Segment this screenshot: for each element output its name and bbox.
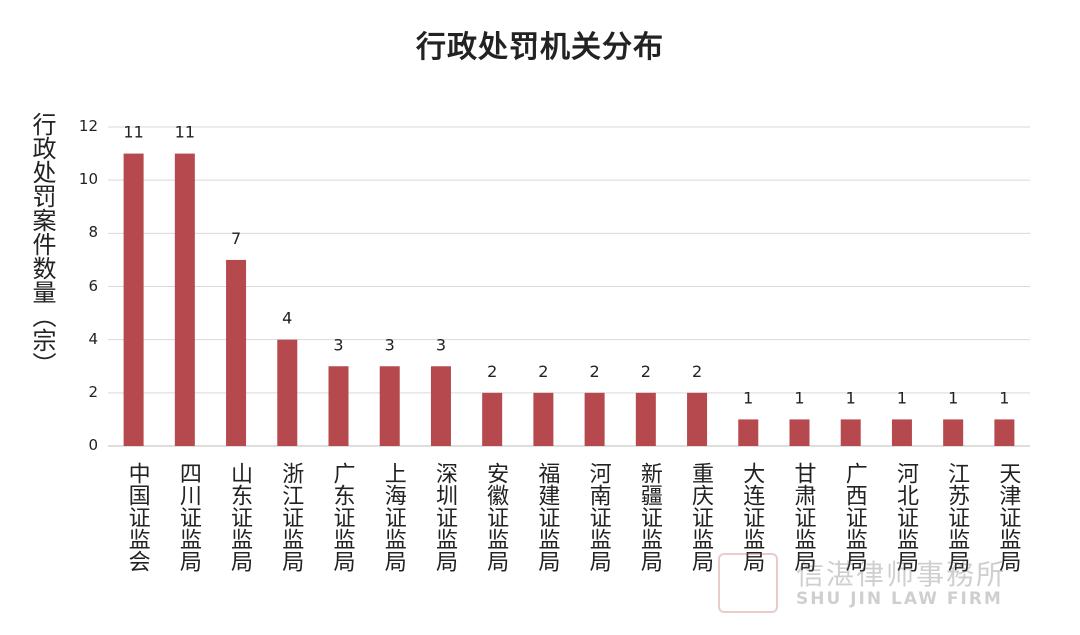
watermark-seal-icon xyxy=(718,553,778,613)
x-tick-label: 山东证监局 xyxy=(227,462,253,572)
data-label: 3 xyxy=(333,335,343,354)
x-tick-label: 浙江证监局 xyxy=(278,462,304,572)
x-tick-label: 广东证监局 xyxy=(329,462,355,572)
data-label: 1 xyxy=(897,388,907,407)
x-tick-label: 河南证监局 xyxy=(585,462,611,572)
bar xyxy=(123,153,144,447)
data-label: 11 xyxy=(175,123,195,142)
x-tick-label: 中国证监会 xyxy=(124,462,150,572)
bar xyxy=(174,153,195,447)
bar xyxy=(379,366,400,446)
data-label: 1 xyxy=(743,388,753,407)
bar xyxy=(226,259,247,446)
data-label: 2 xyxy=(692,362,702,381)
y-tick-label: 12 xyxy=(78,117,98,135)
bar xyxy=(635,392,656,446)
bar xyxy=(943,419,964,446)
data-label: 1 xyxy=(846,388,856,407)
bar xyxy=(430,366,451,446)
y-tick-label: 8 xyxy=(88,223,98,242)
x-tick-label: 广西证监局 xyxy=(841,462,867,572)
y-axis-label: 行政处罚案件数量（宗） xyxy=(28,112,56,376)
y-tick-label: 2 xyxy=(88,382,98,401)
y-tick-label: 0 xyxy=(88,436,98,454)
x-tick-label: 江苏证监局 xyxy=(944,462,970,572)
watermark-text-cn: 信湛律师事務所 xyxy=(796,558,1007,591)
watermark-text-en: SHU JIN LAW FIRM xyxy=(796,589,1003,609)
data-label: 1 xyxy=(999,388,1009,407)
x-tick-label: 四川证监局 xyxy=(175,462,201,572)
bar xyxy=(584,392,605,446)
bar xyxy=(840,419,861,446)
bar xyxy=(328,366,349,446)
bar xyxy=(891,419,912,446)
x-tick-label: 福建证监局 xyxy=(534,462,560,572)
x-tick-label: 天津证监局 xyxy=(995,462,1021,572)
data-label: 2 xyxy=(590,362,600,381)
x-tick-label: 新疆证监局 xyxy=(636,462,662,572)
bar xyxy=(482,392,503,446)
y-tick-label: 6 xyxy=(88,276,98,295)
data-label: 2 xyxy=(538,362,548,381)
x-tick-label: 大连证监局 xyxy=(739,462,765,572)
data-label: 3 xyxy=(436,335,446,354)
x-tick-label: 深圳证监局 xyxy=(431,462,457,572)
bar xyxy=(533,392,554,446)
bar xyxy=(277,339,298,446)
bar xyxy=(994,419,1015,446)
bar xyxy=(687,392,708,446)
y-tick-label: 4 xyxy=(88,329,98,348)
bar xyxy=(789,419,810,446)
data-label: 11 xyxy=(123,123,143,142)
data-label: 1 xyxy=(794,388,804,407)
bar xyxy=(738,419,759,446)
data-label: 1 xyxy=(948,388,958,407)
x-tick-label: 上海证监局 xyxy=(380,462,406,572)
data-label: 4 xyxy=(282,309,292,328)
x-tick-label: 甘肃证监局 xyxy=(790,462,816,572)
data-label: 2 xyxy=(641,362,651,381)
x-tick-label: 重庆证监局 xyxy=(688,462,714,572)
data-label: 3 xyxy=(385,335,395,354)
watermark: 信湛律师事務所 SHU JIN LAW FIRM xyxy=(718,553,1058,615)
data-label: 2 xyxy=(487,362,497,381)
chart-title: 行政处罚机关分布 xyxy=(416,30,664,65)
y-tick-label: 10 xyxy=(78,170,98,189)
x-tick-label: 安徽证监局 xyxy=(483,462,509,572)
x-tick-label: 河北证监局 xyxy=(892,462,918,572)
data-label: 7 xyxy=(231,229,241,248)
